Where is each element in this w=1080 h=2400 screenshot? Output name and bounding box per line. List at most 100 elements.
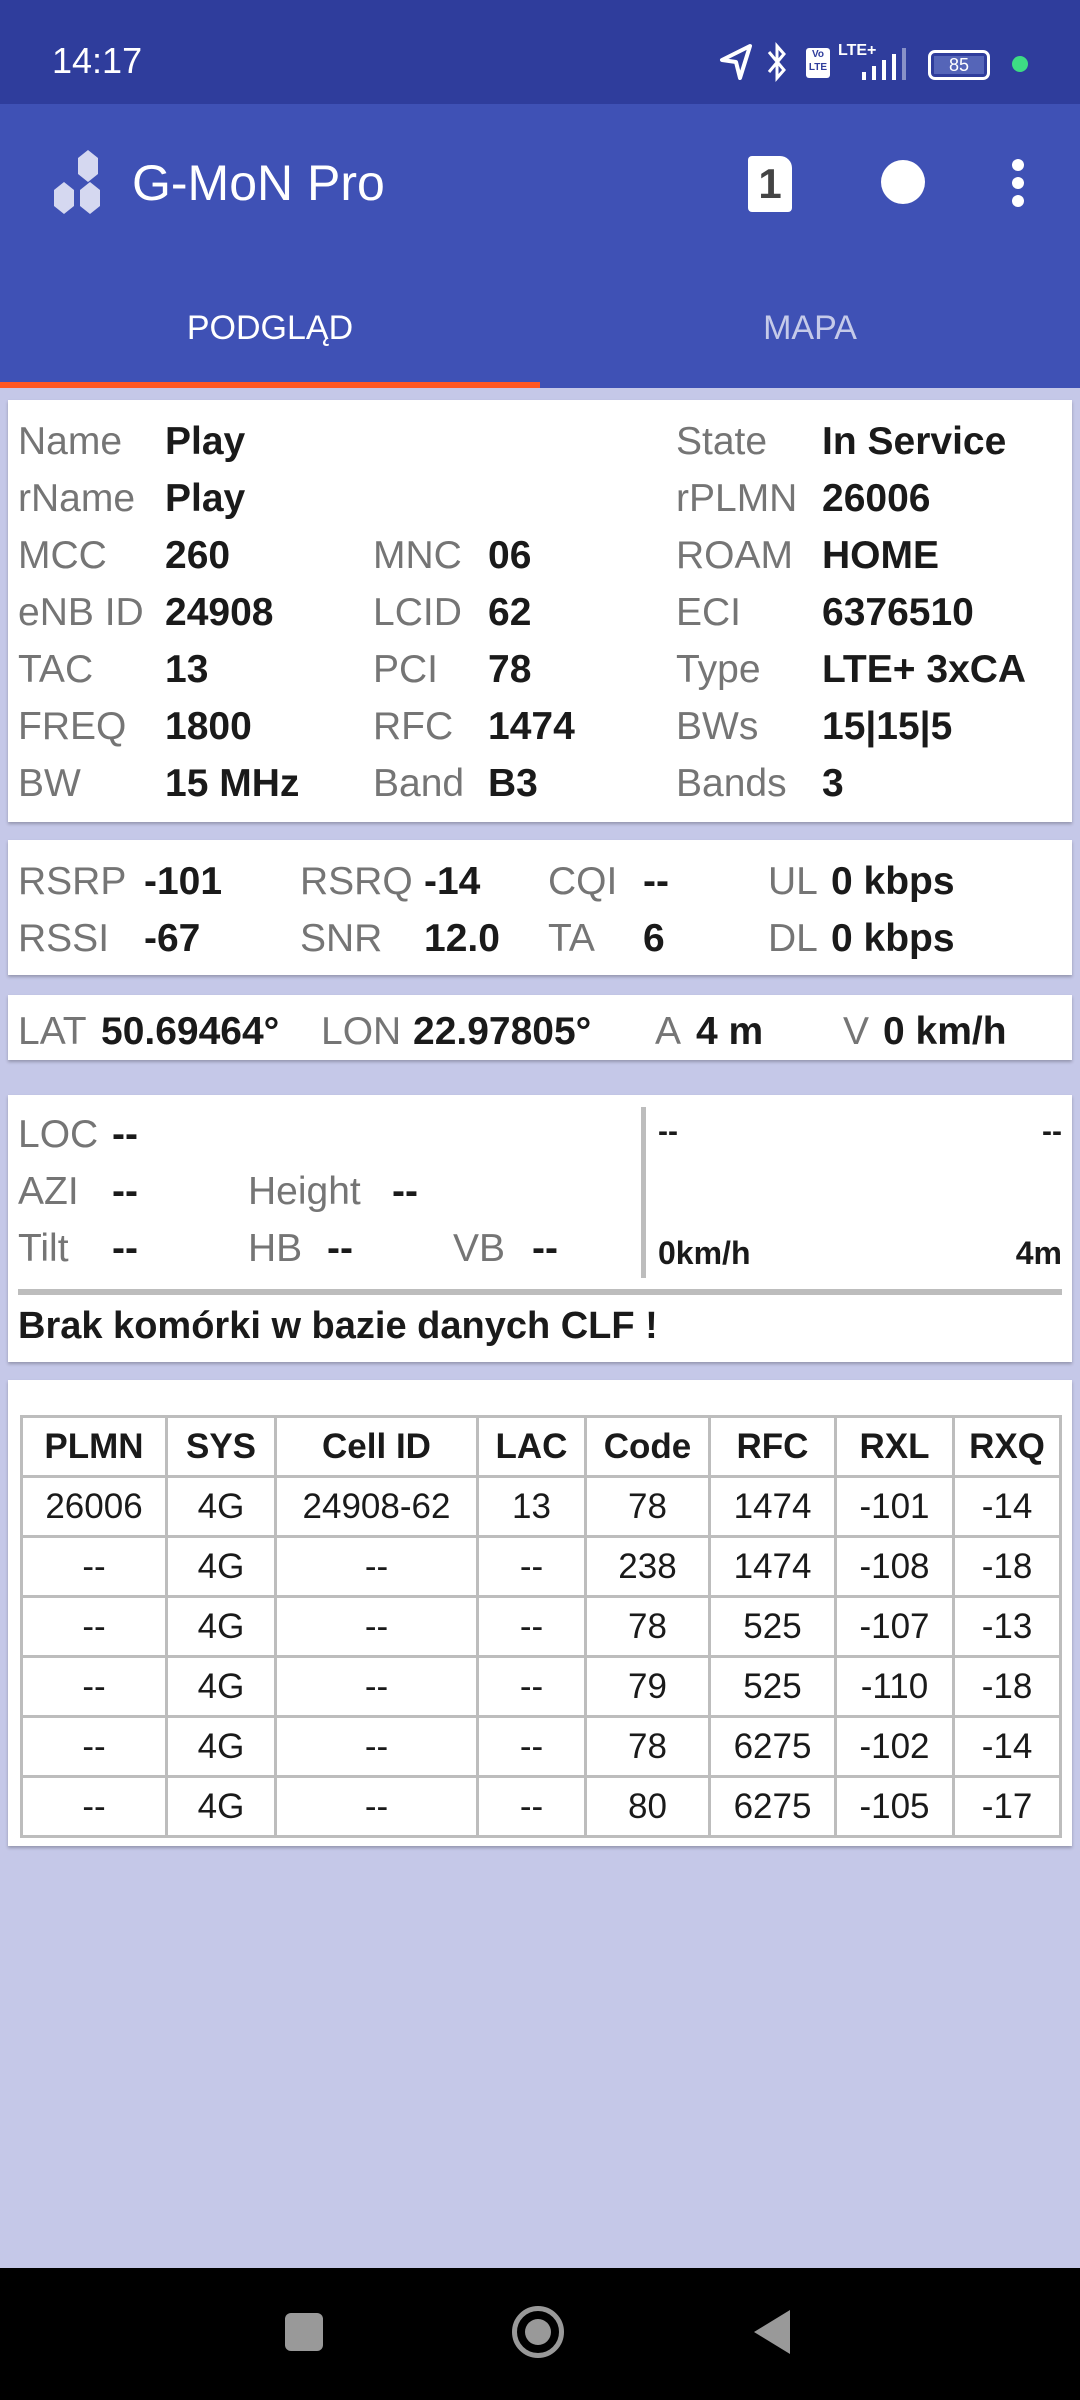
- mcc-label: MCC: [18, 534, 107, 577]
- speed-value: 0 km/h: [883, 1010, 1007, 1053]
- dl-value: 0 kbps: [831, 917, 955, 960]
- snr-label: SNR: [300, 917, 383, 960]
- state-value: In Service: [822, 420, 1007, 463]
- signal-icon: [862, 48, 906, 80]
- clf-card: LOC -- AZI -- Height -- Tilt -- HB -- VB…: [8, 1095, 1072, 1362]
- table-cell: -102: [834, 1715, 955, 1778]
- lon-value: 22.97805°: [413, 1010, 592, 1053]
- tab-podglad[interactable]: PODGLĄD: [186, 309, 354, 347]
- table-cell: 26006: [20, 1475, 168, 1538]
- clf-message: Brak komórki w bazie danych CLF !: [18, 1305, 658, 1347]
- band-label: Band: [373, 762, 465, 805]
- table-cell: -14: [952, 1715, 1062, 1778]
- app-logo-icon: [54, 150, 100, 214]
- cqi-value: --: [643, 860, 669, 903]
- column-header: RFC: [708, 1415, 837, 1478]
- sim-selector-button[interactable]: 1: [748, 156, 792, 212]
- table-row: 26006 4G 24908-62 13 78 1474 -101 -14: [20, 1475, 1062, 1538]
- table-cell: 4G: [165, 1655, 277, 1718]
- table-cell: 4G: [165, 1595, 277, 1658]
- rssi-label: RSSI: [18, 917, 110, 960]
- table-row: -- 4G -- -- 79 525 -110 -18: [20, 1655, 1062, 1718]
- lcid-label: LCID: [373, 591, 462, 634]
- table-cell: --: [20, 1655, 168, 1718]
- column-header: RXL: [834, 1415, 955, 1478]
- snr-value: 12.0: [424, 917, 500, 960]
- column-header: Code: [584, 1415, 711, 1478]
- rplmn-label: rPLMN: [676, 477, 798, 520]
- state-label: State: [676, 420, 768, 463]
- table-cell: -18: [952, 1535, 1062, 1598]
- rfc-value: 1474: [488, 705, 575, 748]
- table-cell: --: [476, 1595, 587, 1658]
- hb-label: HB: [248, 1227, 303, 1270]
- dl-label: DL: [768, 917, 818, 960]
- rsrq-label: RSRQ: [300, 860, 413, 903]
- rfc-label: RFC: [373, 705, 454, 748]
- type-label: Type: [676, 648, 761, 691]
- status-bar: 14:17 Vo LTE LTE+ 85: [0, 0, 1080, 104]
- more-options-icon[interactable]: [1006, 158, 1030, 208]
- rsrq-value: -14: [424, 860, 481, 903]
- table-cell: 6275: [708, 1775, 837, 1838]
- loc-value: --: [112, 1113, 138, 1156]
- rsrp-value: -101: [144, 860, 223, 903]
- speed-label: V: [843, 1010, 870, 1053]
- rname-value: Play: [165, 477, 246, 520]
- table-cell: --: [274, 1595, 479, 1658]
- clock: 14:17: [52, 40, 143, 81]
- table-cell: --: [476, 1655, 587, 1718]
- table-cell: --: [20, 1715, 168, 1778]
- app-bar: G-MoN Pro 1 PODGLĄD MAPA: [0, 104, 1080, 388]
- lon-label: LON: [321, 1010, 402, 1053]
- table-cell: 4G: [165, 1775, 277, 1838]
- roam-value: HOME: [822, 534, 939, 577]
- table-row: -- 4G -- -- 78 525 -107 -13: [20, 1595, 1062, 1658]
- table-cell: -14: [952, 1475, 1062, 1538]
- eci-label: ECI: [676, 591, 742, 634]
- freq-label: FREQ: [18, 705, 127, 748]
- table-cell: -110: [834, 1655, 955, 1718]
- table-cell: --: [274, 1655, 479, 1718]
- back-button[interactable]: [752, 2308, 792, 2356]
- rplmn-value: 26006: [822, 477, 931, 520]
- horizontal-divider: [18, 1289, 1062, 1295]
- loc-label: LOC: [18, 1113, 99, 1156]
- table-cell: --: [20, 1595, 168, 1658]
- vb-value: --: [532, 1227, 558, 1270]
- recents-button[interactable]: [285, 2313, 323, 2351]
- table-cell: --: [476, 1535, 587, 1598]
- column-header: PLMN: [20, 1415, 168, 1478]
- tilt-label: Tilt: [18, 1227, 69, 1270]
- home-button[interactable]: [512, 2306, 564, 2358]
- vertical-divider: [641, 1107, 646, 1278]
- ta-label: TA: [548, 917, 595, 960]
- rname-label: rName: [18, 477, 136, 520]
- neighbors-card: PLMN SYS Cell ID LAC Code RFC RXL RXQ 26006 4G 24…: [8, 1380, 1072, 1846]
- ul-value: 0 kbps: [831, 860, 955, 903]
- azi-value: --: [112, 1170, 138, 1213]
- column-header: Cell ID: [274, 1415, 479, 1478]
- name-label: Name: [18, 420, 123, 463]
- privacy-dot: [1012, 56, 1028, 72]
- network-type: LTE+: [838, 42, 877, 59]
- signal-card: RSRP -101 RSRQ -14 CQI -- UL 0 kbps RSSI…: [8, 840, 1072, 975]
- table-cell: 525: [708, 1595, 837, 1658]
- mnc-value: 06: [488, 534, 532, 577]
- table-cell: --: [476, 1775, 587, 1838]
- tac-value: 13: [165, 648, 209, 691]
- table-row: -- 4G -- -- 78 6275 -102 -14: [20, 1715, 1062, 1778]
- volte-icon: Vo LTE: [806, 48, 830, 78]
- battery-level: 85: [934, 56, 984, 74]
- table-cell: -17: [952, 1775, 1062, 1838]
- table-row: -- 4G -- -- 238 1474 -108 -18: [20, 1535, 1062, 1598]
- location-card: LAT 50.69464° LON 22.97805° A 4 m V 0 km…: [8, 995, 1072, 1060]
- tab-mapa[interactable]: MAPA: [763, 309, 857, 347]
- bluetooth-icon: [767, 42, 786, 82]
- type-value: LTE+ 3xCA: [822, 648, 1027, 691]
- record-button[interactable]: [881, 160, 925, 204]
- lat-value: 50.69464°: [101, 1010, 280, 1053]
- table-cell: 4G: [165, 1475, 277, 1538]
- accuracy-label: A: [655, 1010, 682, 1053]
- table-cell: --: [20, 1535, 168, 1598]
